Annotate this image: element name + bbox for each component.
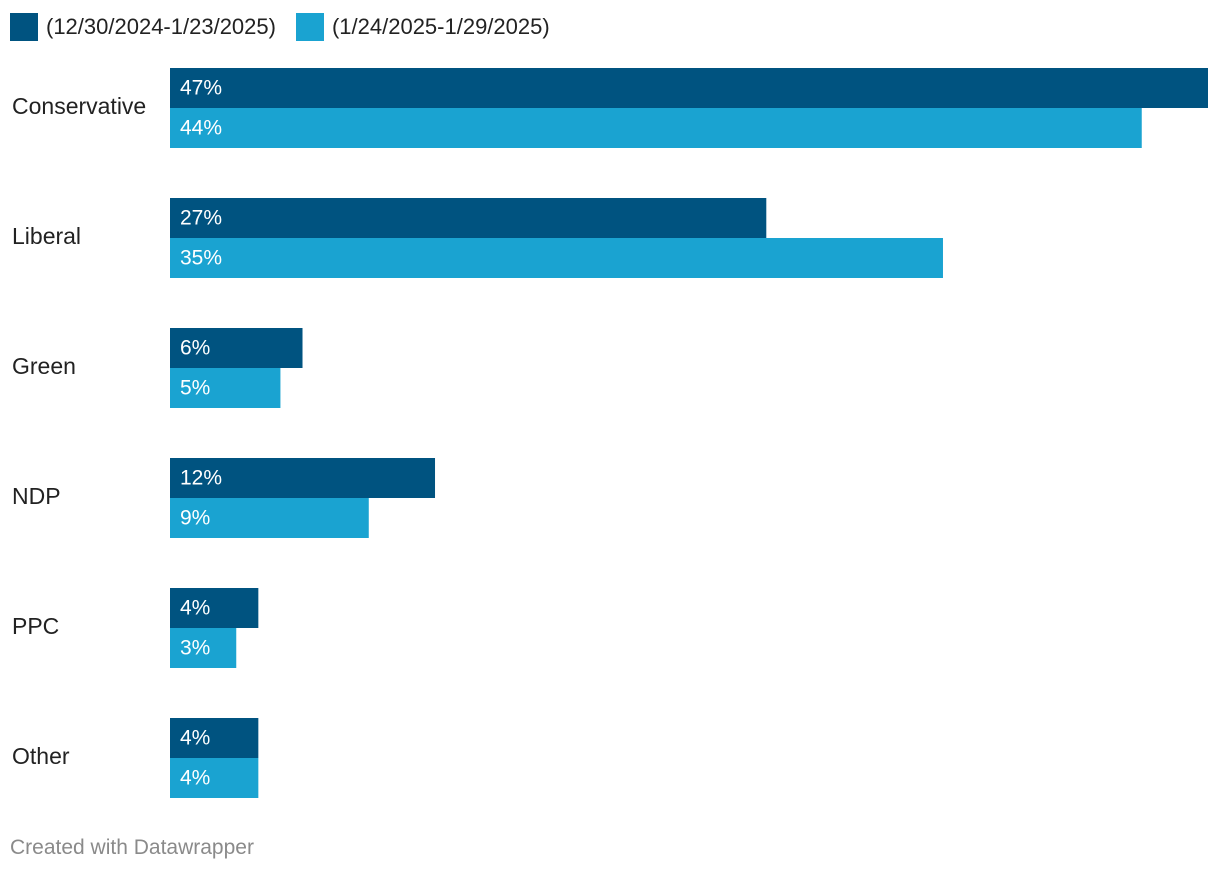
bar-other-series-1 (170, 718, 259, 758)
bar-ndp-series-1 (170, 458, 436, 498)
value-label-ndp-series-1: 12% (180, 467, 222, 490)
footer-credit: Created with Datawrapper (10, 836, 254, 859)
bar-chart: Conservative 47% 44% Liberal 27% 35% Green 6% 5%… (12, 68, 1208, 798)
bar-conservative-series-1 (170, 68, 1208, 108)
bar-liberal-series-2 (170, 238, 943, 278)
bar-green-series-1 (170, 328, 303, 368)
bar-ppc-series-1 (170, 588, 259, 628)
value-label-ppc-series-1: 4% (180, 597, 210, 620)
value-label-green-series-1: 6% (180, 337, 210, 360)
bar-other-series-2 (170, 758, 259, 798)
legend-label-series-1: (12/30/2024-1/23/2025) (46, 14, 276, 39)
value-label-liberal-series-1: 27% (180, 207, 222, 230)
category-label-green: Green (12, 353, 76, 379)
value-label-conservative-series-1: 47% (180, 77, 222, 100)
bar-ndp-series-2 (170, 498, 369, 538)
bar-liberal-series-1 (170, 198, 767, 238)
legend-item-series-2: (1/24/2025-1/29/2025) (295, 13, 550, 41)
bar-ppc-series-2 (170, 628, 237, 668)
legend-swatch-series-2 (295, 13, 324, 41)
value-label-green-series-2: 5% (180, 377, 210, 400)
value-label-other-series-1: 4% (180, 727, 210, 750)
category-label-ndp: NDP (12, 483, 61, 509)
value-label-liberal-series-2: 35% (180, 247, 222, 270)
legend-swatch-series-1 (10, 13, 38, 41)
bar-green-series-2 (170, 368, 281, 408)
value-label-other-series-2: 4% (180, 767, 210, 790)
legend-label-series-2: (1/24/2025-1/29/2025) (331, 14, 550, 39)
category-label-ppc: PPC (12, 613, 59, 639)
value-label-conservative-series-2: 44% (180, 117, 222, 140)
category-label-other: Other (12, 743, 70, 769)
bar-conservative-series-2 (170, 108, 1142, 148)
category-label-liberal: Liberal (12, 223, 81, 249)
chart-legend: (12/30/2024-1/23/2025) (1/24/2025-1/29/2… (10, 12, 550, 42)
legend-item-series-1: (12/30/2024-1/23/2025) (10, 13, 276, 41)
value-label-ppc-series-2: 3% (180, 637, 210, 660)
value-label-ndp-series-2: 9% (180, 507, 210, 530)
category-label-conservative: Conservative (12, 93, 146, 119)
